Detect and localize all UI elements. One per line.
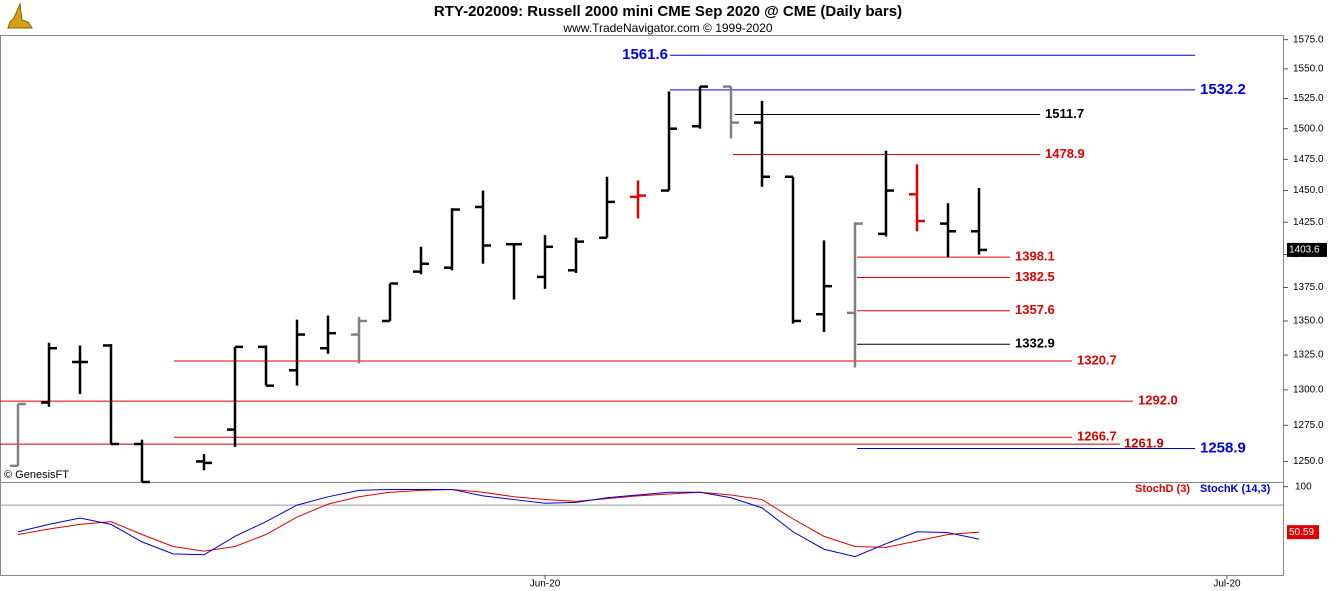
y-tick-label: 1375.0 bbox=[1293, 282, 1324, 293]
y-tick-label: 1350.0 bbox=[1293, 316, 1324, 327]
y-tick-label: 100 bbox=[1295, 481, 1312, 492]
y-tick-label: 1300.0 bbox=[1293, 384, 1324, 395]
indicator-line bbox=[17, 488, 980, 552]
last-price-label: 1403.6 bbox=[1289, 245, 1320, 256]
logo bbox=[7, 2, 33, 29]
level-label: 1258.9 bbox=[1200, 439, 1246, 456]
y-tick-label: 1275.0 bbox=[1293, 420, 1324, 431]
last-value-box bbox=[1287, 525, 1319, 540]
y-tick-label: 1500.0 bbox=[1293, 123, 1324, 134]
chart-title: RTY-202009: Russell 2000 mini CME Sep 20… bbox=[434, 3, 902, 20]
level-label: 1292.0 bbox=[1138, 393, 1178, 408]
y-tick-label: 1425.0 bbox=[1293, 217, 1324, 228]
y-tick-label: 1325.0 bbox=[1293, 350, 1324, 361]
last-price-box bbox=[1287, 242, 1327, 257]
plot-frame bbox=[0, 35, 1284, 576]
y-tick-label: 1575.0 bbox=[1293, 34, 1324, 45]
chart-subtitle: www.TradeNavigator.com © 1999-2020 bbox=[562, 21, 772, 35]
last-value-label: 50.59 bbox=[1289, 527, 1314, 538]
level-label: 1261.9 bbox=[1124, 436, 1164, 451]
level-label: 1532.2 bbox=[1200, 81, 1246, 98]
level-label: 1561.6 bbox=[622, 46, 668, 63]
level-label: 1266.7 bbox=[1077, 429, 1117, 444]
level-label: 1320.7 bbox=[1077, 352, 1117, 367]
x-tick-label: Jul-20 bbox=[1213, 579, 1241, 590]
y-tick-label: 1250.0 bbox=[1293, 456, 1324, 467]
watermark: © GenesisFT bbox=[4, 469, 69, 481]
y-tick-label: 1525.0 bbox=[1293, 93, 1324, 104]
y-tick-label: 1450.0 bbox=[1293, 185, 1324, 196]
level-label: 1332.9 bbox=[1015, 336, 1055, 351]
x-tick-label: Jun-20 bbox=[530, 579, 561, 590]
level-label: 1478.9 bbox=[1045, 146, 1085, 161]
indicator-line bbox=[17, 488, 980, 558]
level-label: 1357.6 bbox=[1015, 302, 1055, 317]
level-label: 1511.7 bbox=[1045, 106, 1084, 121]
level-label: 1398.1 bbox=[1015, 249, 1055, 264]
legend-entry: StochK (14,3) bbox=[1200, 483, 1271, 495]
y-tick-label: 1475.0 bbox=[1293, 154, 1324, 165]
y-tick-label: 1550.0 bbox=[1293, 63, 1324, 74]
level-label: 1382.5 bbox=[1015, 269, 1055, 284]
legend-entry: StochD (3) bbox=[1135, 483, 1190, 495]
